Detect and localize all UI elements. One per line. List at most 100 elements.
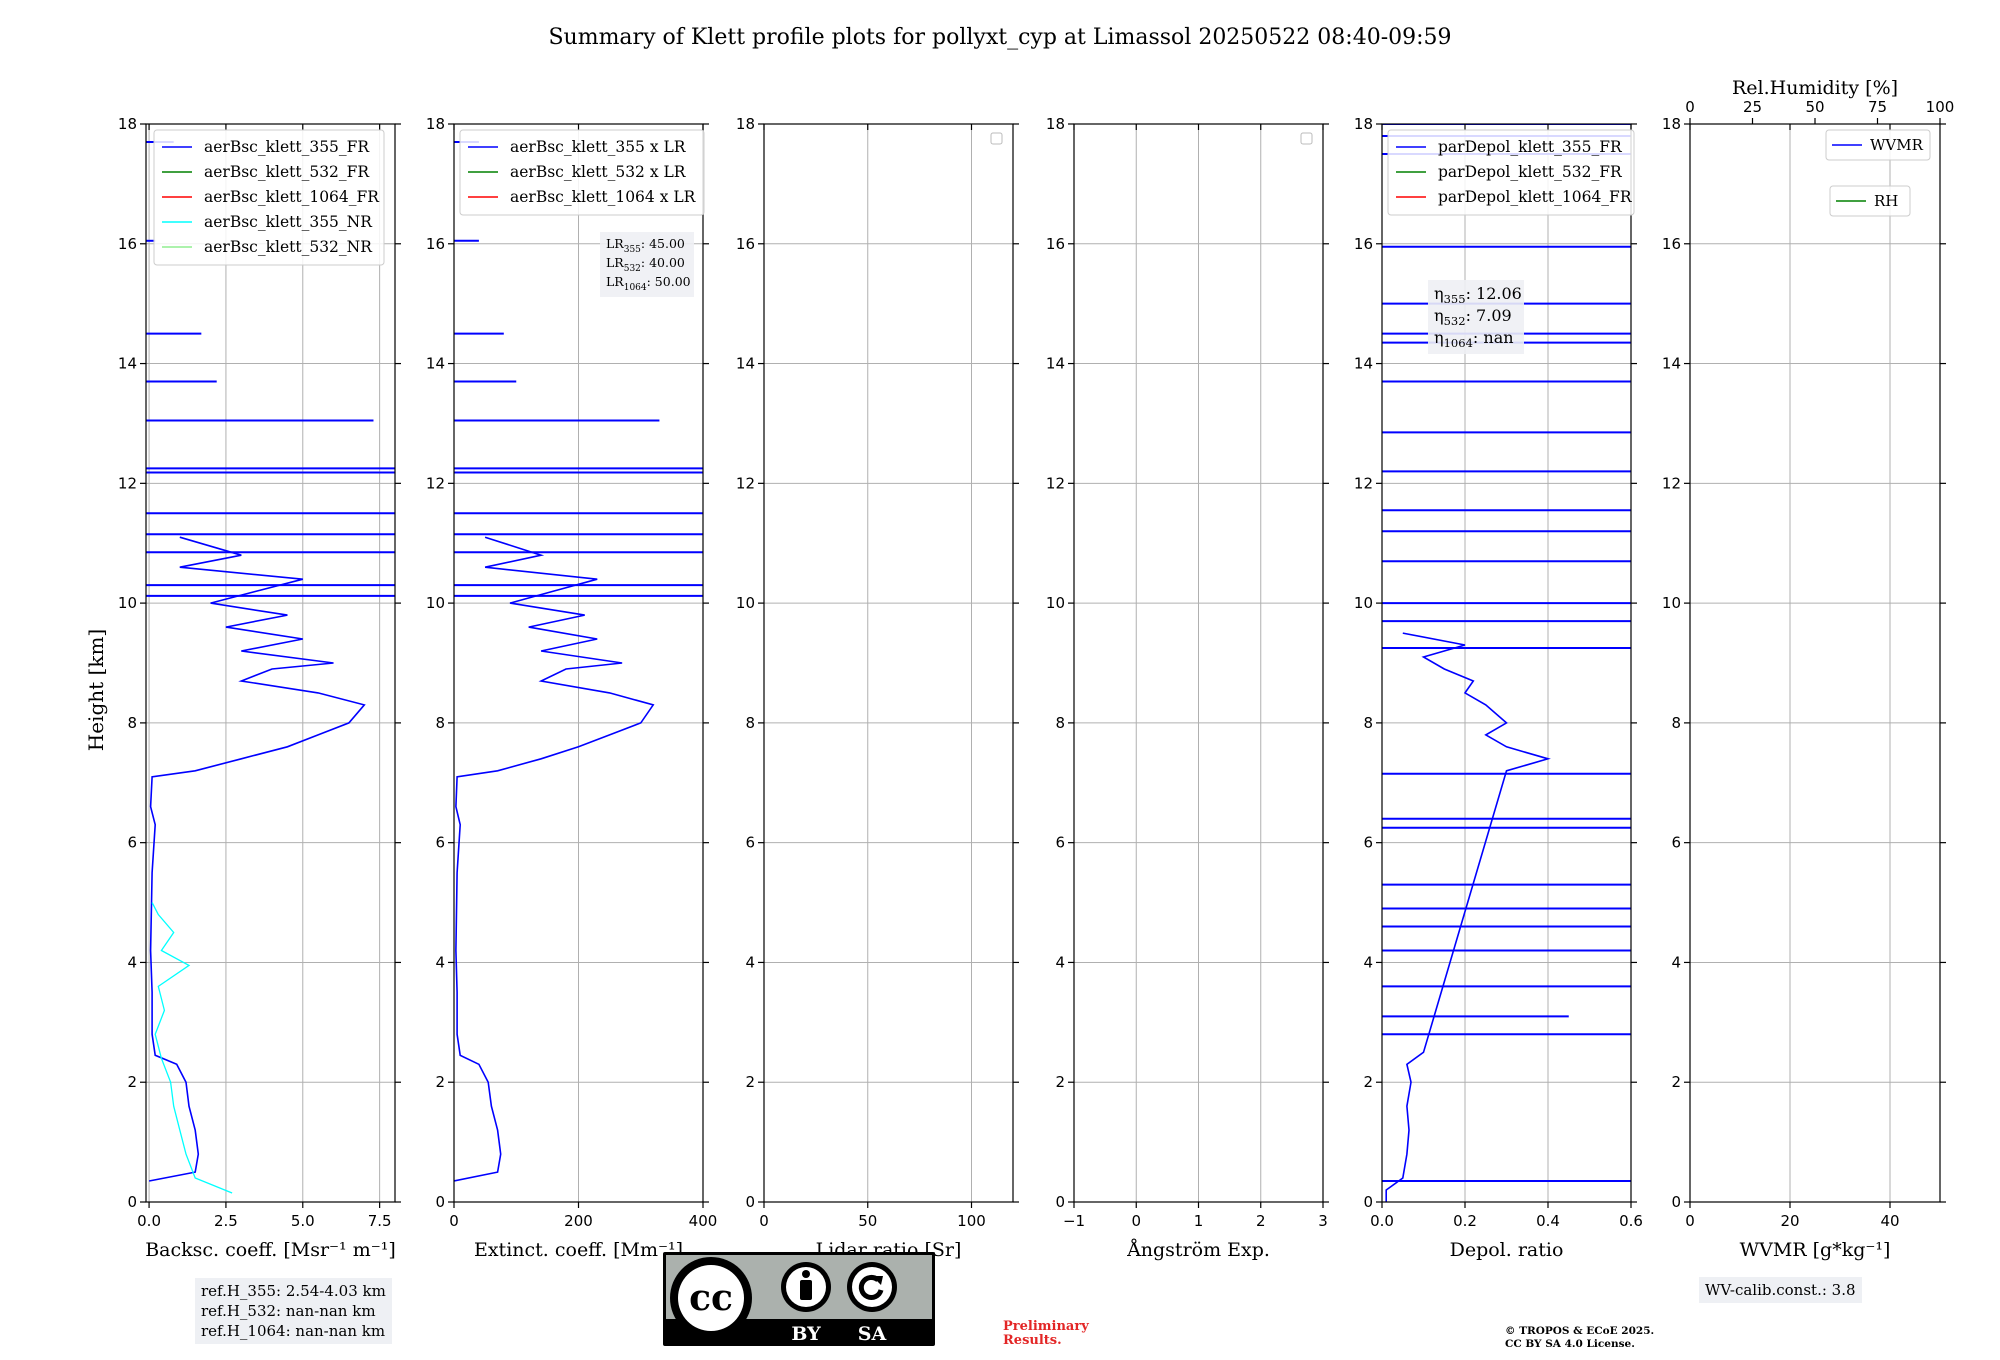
x2-tick-label: 50 <box>1805 98 1824 116</box>
axes-frame <box>1689 123 1941 1203</box>
panel-data <box>146 140 395 1194</box>
x-tick-label: −1 <box>1063 1212 1085 1230</box>
x-tick-label: 0 <box>759 1212 769 1230</box>
x2-axis-label: Rel.Humidity [%] <box>1732 77 1898 99</box>
y-tick-label: 10 <box>118 594 137 612</box>
y-tick-label: 4 <box>1055 953 1065 971</box>
legend-label: aerBsc_klett_532_FR <box>204 163 370 181</box>
y-tick-label: 2 <box>1363 1073 1373 1091</box>
y-tick-label: 18 <box>1662 115 1681 133</box>
x-tick-label: 0.0 <box>1370 1212 1394 1230</box>
annotation-text: η532: 7.09 <box>1434 306 1512 328</box>
panel-data <box>1382 124 1631 1202</box>
panel-1: 0 2 4 6 8 10 12 14 16 18 0.0 2.5 5.0 7.5 Backsc. coeff… <box>118 115 401 1261</box>
x-tick-label: 0.0 <box>137 1212 161 1230</box>
y-tick-label: 2 <box>745 1073 755 1091</box>
y-tick-label: 6 <box>745 834 755 852</box>
x2-tick-label: 100 <box>1926 98 1955 116</box>
x-axis-label: Extinct. coeff. [Mm⁻¹] <box>474 1239 683 1261</box>
y-tick-label: 12 <box>1662 474 1681 492</box>
y-tick-label: 8 <box>745 714 755 732</box>
x-axis-label: Depol. ratio <box>1450 1239 1564 1261</box>
y-tick-label: 8 <box>1671 714 1681 732</box>
x-tick-label: 40 <box>1880 1212 1899 1230</box>
axes-frame <box>763 123 1014 1203</box>
preliminary-line-1: Preliminary <box>1003 1319 1089 1334</box>
y-tick-label: 14 <box>1662 355 1681 373</box>
empty-legend-box <box>990 132 1003 145</box>
series-line <box>148 536 366 1182</box>
legend-box <box>459 129 705 216</box>
y-tick-label: 12 <box>426 474 445 492</box>
y-tick-label: 12 <box>1354 474 1373 492</box>
reference-height-box: ref.H_355: 2.54-4.03 km ref.H_532: nan-n… <box>195 1278 392 1344</box>
panel-data <box>454 140 703 1182</box>
x-tick-label: 0.6 <box>1619 1212 1643 1230</box>
y-tick-label: 10 <box>736 594 755 612</box>
y-tick-label: 10 <box>1662 594 1681 612</box>
legend-box <box>1829 185 1911 217</box>
x-tick-label: 2 <box>1256 1212 1266 1230</box>
y-tick-label: 4 <box>435 953 445 971</box>
y-tick-label: 2 <box>127 1073 137 1091</box>
panel-2: 0 2 4 6 8 10 12 14 16 18 0 200 400 Extinct. coeff. [M… <box>426 115 717 1261</box>
empty-legend-box <box>1300 132 1313 145</box>
y-tick-label: 12 <box>118 474 137 492</box>
annotation-box <box>1428 280 1524 354</box>
y-tick-label: 8 <box>435 714 445 732</box>
x-tick-label: 50 <box>858 1212 877 1230</box>
legend-label: parDepol_klett_532_FR <box>1438 163 1623 181</box>
y-tick-label: 6 <box>435 834 445 852</box>
series-line <box>1385 632 1551 1202</box>
x2-tick-label: 25 <box>1743 98 1762 116</box>
annotation-text: LR532: 40.00 <box>606 255 685 274</box>
x-tick-label: 0.2 <box>1453 1212 1477 1230</box>
legend-label: parDepol_klett_355_FR <box>1438 138 1623 156</box>
y-tick-label: 4 <box>1671 953 1681 971</box>
y-tick-label: 8 <box>1055 714 1065 732</box>
preliminary-line-2: Results. <box>1003 1333 1062 1348</box>
y-tick-label: 6 <box>1055 834 1065 852</box>
x-axis-label: Ångström Exp. <box>1126 1239 1270 1261</box>
y-tick-label: 0 <box>435 1193 445 1211</box>
y-tick-label: 0 <box>1363 1193 1373 1211</box>
y-tick-label: 18 <box>426 115 445 133</box>
legend-label: parDepol_klett_1064_FR <box>1438 188 1633 206</box>
y-tick-label: 18 <box>1046 115 1065 133</box>
y-tick-label: 14 <box>736 355 755 373</box>
y-tick-label: 4 <box>1363 953 1373 971</box>
y-axis-label: Height [km] <box>84 629 108 751</box>
sa-label: SA <box>858 1323 887 1345</box>
x2-tick-label: 75 <box>1868 98 1887 116</box>
y-tick-label: 10 <box>1046 594 1065 612</box>
annotation-box <box>600 232 694 297</box>
y-tick-label: 16 <box>426 235 445 253</box>
y-tick-label: 6 <box>127 834 137 852</box>
legend-box <box>1825 129 1931 161</box>
x-tick-label: 2.5 <box>214 1212 238 1230</box>
y-tick-label: 4 <box>127 953 137 971</box>
x-tick-label: 0 <box>1131 1212 1141 1230</box>
annotation-text: η355: 12.06 <box>1434 284 1522 306</box>
x-tick-label: 20 <box>1780 1212 1799 1230</box>
x-tick-label: 3 <box>1318 1212 1328 1230</box>
y-tick-label: 12 <box>736 474 755 492</box>
y-tick-label: 14 <box>1354 355 1373 373</box>
ref-height-1064: ref.H_1064: nan-nan km <box>201 1322 386 1340</box>
x-tick-label: 0 <box>449 1212 459 1230</box>
legend-label: aerBsc_klett_355_FR <box>204 138 370 156</box>
legend-label: aerBsc_klett_1064_FR <box>204 188 380 206</box>
x-tick-label: 5.0 <box>291 1212 315 1230</box>
legend-label: RH <box>1874 192 1898 210</box>
legend-label: aerBsc_klett_1064 x LR <box>510 188 697 206</box>
ref-height-532: ref.H_532: nan-nan km <box>201 1302 376 1320</box>
legend-label: WVMR <box>1870 136 1924 154</box>
copyright-line-2: CC BY SA 4.0 License. <box>1505 1338 1635 1350</box>
by-label: BY <box>791 1323 821 1345</box>
legend-label: aerBsc_klett_355_NR <box>204 213 373 231</box>
y-tick-label: 14 <box>426 355 445 373</box>
